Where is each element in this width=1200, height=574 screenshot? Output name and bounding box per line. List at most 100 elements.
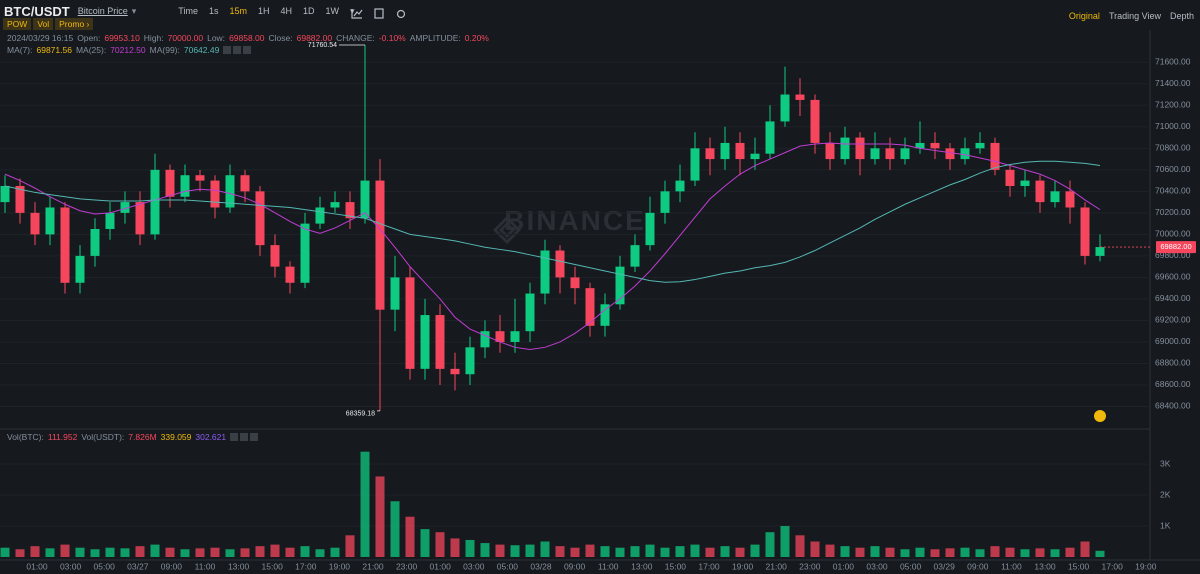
- interval[interactable]: 1s: [208, 6, 219, 16]
- interval[interactable]: 1D: [303, 6, 315, 16]
- candle-body: [360, 180, 370, 219]
- toggle[interactable]: [250, 432, 259, 441]
- candle-body: [720, 142, 730, 160]
- candle-body: [450, 368, 460, 375]
- x-tick-label: 09:00: [564, 561, 586, 571]
- x-tick-label: 19:00: [1135, 561, 1157, 571]
- candle-body: [540, 250, 550, 294]
- candle-body: [735, 142, 745, 160]
- value: 69882.00: [296, 32, 333, 43]
- candle-body: [90, 229, 100, 256]
- x-tick-label: 17:00: [1102, 561, 1124, 571]
- x-tick-label: 23:00: [799, 561, 821, 571]
- layout-icon[interactable]: [374, 8, 384, 19]
- candle-body: [390, 277, 400, 310]
- more-intervals[interactable]: ▾: [350, 5, 355, 16]
- scroll-button[interactable]: [1094, 410, 1106, 422]
- subtitle-link[interactable]: Bitcoin Price: [77, 6, 128, 16]
- vol-tick-label: 1K: [1160, 520, 1171, 530]
- value: 302.621: [195, 431, 227, 442]
- x-tick-label: 09:00: [967, 561, 989, 571]
- volume-bar: [315, 549, 325, 557]
- y-tick-label: 71200.00: [1155, 100, 1191, 110]
- candle-body: [1065, 191, 1075, 208]
- interval[interactable]: 1H: [257, 6, 270, 16]
- x-tick-label: 15:00: [1068, 561, 1090, 571]
- last-price-tag: [1156, 241, 1196, 254]
- interval[interactable]: Time: [178, 6, 198, 16]
- volume-bar: [150, 544, 160, 557]
- candle-body: [780, 94, 790, 122]
- interval[interactable]: 15m: [229, 6, 247, 16]
- tag-row: POW Vol Promo ›: [3, 18, 95, 30]
- candle-body: [630, 245, 640, 267]
- toggle[interactable]: [223, 45, 232, 54]
- value: 7.826M: [128, 431, 157, 442]
- volume-info: Vol(BTC): 111.952 Vol(USDT): 7.826M 339.05…: [7, 431, 260, 442]
- value: 111.952: [47, 431, 78, 442]
- candle-body: [375, 180, 385, 310]
- x-tick-label: 03/28: [530, 561, 552, 571]
- toggle[interactable]: [243, 45, 252, 54]
- volume-bar: [690, 544, 700, 557]
- interval[interactable]: 4H: [280, 6, 293, 16]
- x-tick-label: 03/29: [934, 561, 956, 571]
- candle-body: [105, 212, 115, 229]
- label: High:: [143, 32, 164, 43]
- y-tick-label: 68800.00: [1155, 358, 1191, 368]
- volume-bar: [270, 544, 280, 557]
- candle-body: [765, 121, 775, 154]
- candle-body: [810, 99, 820, 143]
- tag[interactable]: POW: [3, 18, 32, 30]
- x-tick-label: 03:00: [463, 561, 485, 571]
- volume-bar: [405, 516, 415, 557]
- tag[interactable]: Vol: [33, 18, 54, 30]
- tag[interactable]: Promo ›: [55, 18, 94, 30]
- volume-bar: [510, 545, 520, 557]
- volume-bar: [465, 539, 475, 557]
- x-tick-label: 09:00: [161, 561, 183, 571]
- volume-bar: [1065, 547, 1075, 557]
- candle-body: [525, 293, 535, 332]
- volume-bar: [615, 547, 625, 557]
- symbol[interactable]: BTC/USDT: [4, 3, 70, 19]
- candle-body: [510, 331, 520, 342]
- view-tab[interactable]: Depth: [1169, 11, 1194, 21]
- y-tick-label: 70600.00: [1155, 164, 1191, 174]
- x-tick-label: 13:00: [228, 561, 250, 571]
- candle-body: [285, 266, 295, 283]
- candle-body: [600, 304, 610, 326]
- x-tick-label: 03:00: [60, 561, 82, 571]
- volume-bar: [870, 546, 880, 557]
- candle-body: [15, 185, 25, 213]
- toggle[interactable]: [230, 432, 239, 441]
- x-tick-label: 15:00: [665, 561, 687, 571]
- dropdown-arrow[interactable]: ▾: [131, 5, 137, 16]
- label: Vol(BTC):: [7, 431, 44, 442]
- view-tab[interactable]: Original: [1068, 11, 1100, 21]
- label: MA(99):: [149, 44, 180, 55]
- candle-body: [1050, 191, 1060, 203]
- toggle[interactable]: [240, 432, 249, 441]
- x-tick-label: 03:00: [866, 561, 888, 571]
- candle-body: [330, 202, 340, 208]
- value: -0.10%: [378, 32, 406, 43]
- candle-body: [180, 175, 190, 197]
- toggle[interactable]: [233, 45, 242, 54]
- volume-bar: [165, 547, 175, 557]
- volume-bar: [795, 535, 805, 557]
- candle-body: [225, 175, 235, 208]
- volume-bar: [810, 541, 820, 557]
- y-tick-label: 71000.00: [1155, 121, 1191, 131]
- candle-body: [135, 202, 145, 235]
- volume-bar: [0, 547, 10, 557]
- volume-bar: [600, 546, 610, 557]
- value: 69953.10: [104, 32, 140, 43]
- vol-tick-label: 3K: [1160, 458, 1171, 468]
- view-tab[interactable]: Trading View: [1108, 11, 1161, 21]
- interval[interactable]: 1W: [325, 6, 340, 16]
- settings-icon[interactable]: [396, 9, 406, 19]
- indicator-icon[interactable]: [351, 9, 363, 19]
- volume-bar: [525, 544, 535, 557]
